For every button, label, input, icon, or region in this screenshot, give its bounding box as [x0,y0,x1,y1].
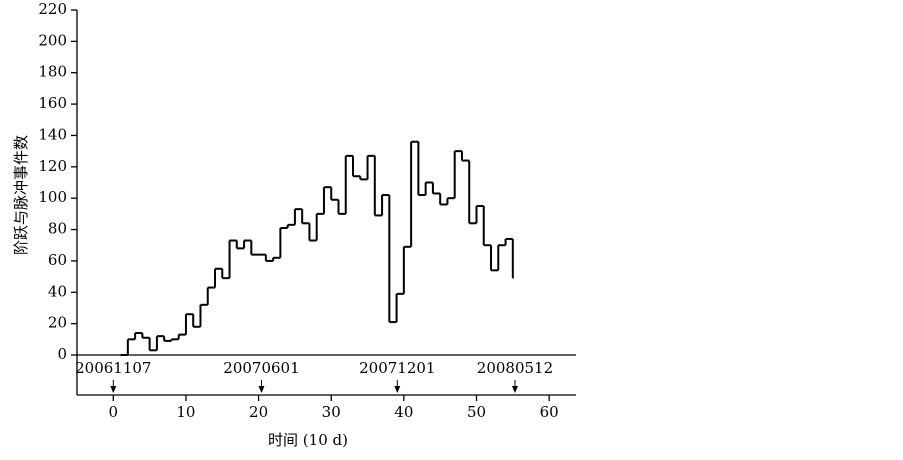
y-tick-label: 220 [38,0,67,18]
y-tick-label: 40 [48,282,67,300]
y-axis-label: 阶跃与脉冲事件数 [12,135,30,255]
x-tick-label: 30 [322,403,341,421]
date-annotation: 20061107 [75,359,151,377]
y-tick-label: 80 [48,220,67,238]
annotation-arrowhead [258,386,265,393]
y-tick-label: 60 [48,251,67,269]
x-axis-label: 时间 (10 d) [268,431,348,449]
date-annotation: 20080512 [477,359,553,377]
y-tick-label: 200 [38,31,67,49]
y-tick-label: 0 [57,345,67,363]
y-tick-label: 100 [38,188,67,206]
y-tick-label: 140 [38,125,67,143]
x-tick-label: 20 [249,403,268,421]
annotation-arrowhead [394,386,401,393]
x-tick-label: 0 [109,403,119,421]
y-tick-label: 180 [38,63,67,81]
annotation-arrowhead [511,386,518,393]
x-tick-label: 60 [540,403,559,421]
date-annotation: 20070601 [223,359,299,377]
x-tick-label: 10 [176,403,195,421]
x-tick-label: 40 [394,403,413,421]
x-tick-label: 50 [467,403,486,421]
date-annotation: 20071201 [359,359,435,377]
annotation-arrowhead [110,386,117,393]
y-tick-label: 120 [38,157,67,175]
y-tick-label: 160 [38,94,67,112]
y-tick-label: 20 [48,314,67,332]
